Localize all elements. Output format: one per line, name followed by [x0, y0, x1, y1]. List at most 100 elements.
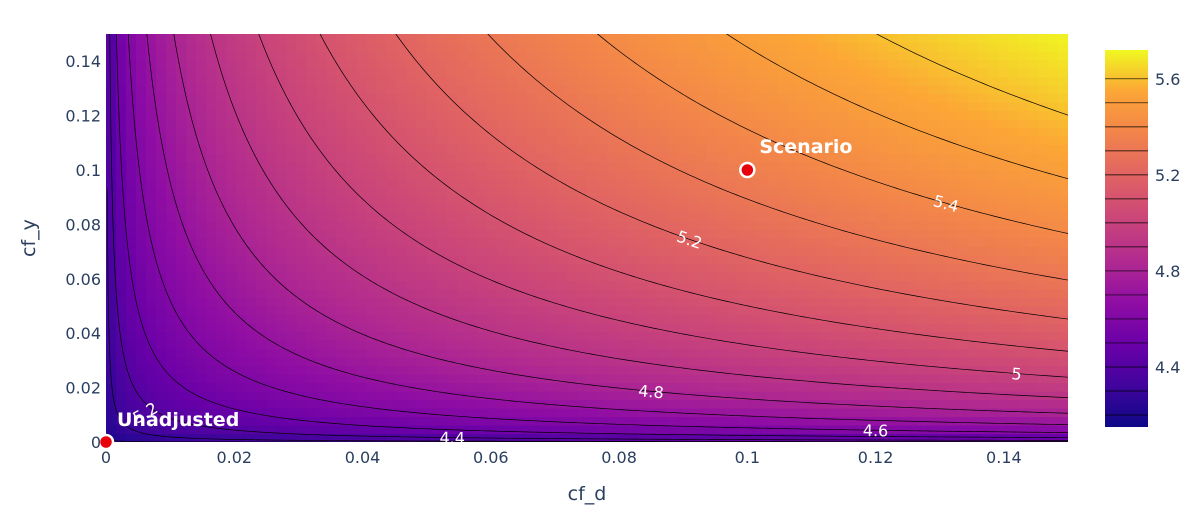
heat-cell — [356, 187, 368, 197]
heat-cell — [306, 127, 318, 137]
heat-cell — [486, 374, 498, 384]
heat-cell — [226, 161, 237, 171]
heat-cell — [707, 68, 718, 78]
heat-cell — [737, 42, 748, 52]
heat-cell — [1047, 119, 1059, 129]
heat-cell — [1027, 331, 1039, 341]
heat-cell — [647, 382, 658, 392]
heat-cell — [637, 289, 648, 299]
heat-cell — [456, 153, 468, 163]
heat-cell — [787, 229, 799, 239]
heat-cell — [386, 93, 398, 103]
heat-cell — [416, 229, 428, 239]
heat-cell — [877, 229, 889, 239]
heat-cell — [977, 255, 989, 265]
heat-cell — [516, 408, 528, 418]
heat-cell — [797, 382, 809, 392]
heat-cell — [697, 306, 708, 316]
heat-cell — [657, 408, 668, 418]
heat-cell — [566, 42, 578, 52]
heat-cell — [627, 280, 638, 290]
heat-cell — [867, 374, 879, 384]
heat-cell — [256, 187, 267, 197]
heat-cell — [877, 119, 889, 129]
heat-cell — [556, 382, 568, 392]
heat-cell — [1017, 314, 1029, 324]
heat-cell — [687, 144, 698, 154]
heat-cell — [156, 289, 167, 299]
heat-cell — [667, 399, 678, 409]
heat-cell — [617, 340, 628, 350]
heat-cell — [446, 348, 458, 358]
heat-cell — [617, 289, 628, 299]
heat-cell — [526, 34, 538, 44]
heat-cell — [847, 365, 859, 375]
heat-cell — [116, 34, 127, 44]
heat-cell — [196, 348, 207, 358]
heat-cell — [146, 306, 157, 316]
heat-cell — [166, 272, 177, 282]
heat-cell — [757, 416, 768, 426]
heat-cell — [637, 399, 648, 409]
heat-cell — [697, 229, 708, 239]
heat-cell — [1057, 136, 1068, 146]
heat-cell — [516, 433, 528, 442]
heat-cell — [597, 416, 608, 426]
heat-cell — [777, 272, 789, 282]
heat-cell — [516, 204, 528, 214]
heat-cell — [266, 127, 277, 137]
heat-cell — [927, 127, 939, 137]
heat-cell — [797, 136, 809, 146]
heat-cell — [667, 331, 678, 341]
heat-cell — [847, 110, 859, 120]
heat-cell — [336, 161, 348, 171]
heat-cell — [787, 204, 799, 214]
heat-cell — [837, 399, 849, 409]
heat-cell — [266, 297, 277, 307]
heat-cell — [156, 314, 167, 324]
heat-cell — [346, 306, 358, 316]
heat-cell — [737, 187, 748, 197]
heat-cell — [386, 68, 398, 78]
heat-cell — [126, 195, 137, 205]
heat-cell — [416, 365, 428, 375]
heat-cell — [366, 170, 378, 180]
heat-cell — [426, 68, 438, 78]
heat-cell — [106, 399, 117, 409]
heat-cell — [546, 51, 558, 61]
heat-cell — [536, 229, 548, 239]
heat-cell — [1047, 153, 1059, 163]
heat-cell — [286, 229, 297, 239]
heat-cell — [847, 76, 859, 86]
heat-cell — [797, 102, 809, 112]
heat-cell — [286, 153, 297, 163]
heat-cell — [617, 161, 628, 171]
heat-cell — [927, 314, 939, 324]
heat-cell — [236, 238, 247, 248]
heat-cell — [416, 391, 428, 401]
heat-cell — [607, 323, 618, 333]
heat-cell — [667, 340, 678, 350]
heat-cell — [186, 187, 197, 197]
heat-cell — [1037, 374, 1049, 384]
heat-cell — [777, 144, 789, 154]
heat-cell — [276, 246, 287, 256]
heat-cell — [817, 221, 829, 231]
heat-cell — [677, 255, 688, 265]
heat-cell — [506, 306, 518, 316]
heat-cell — [326, 136, 338, 146]
heat-cell — [1037, 348, 1049, 358]
heat-cell — [1017, 51, 1029, 61]
heat-cell — [556, 408, 568, 418]
heat-cell — [647, 212, 658, 222]
heat-cell — [817, 212, 829, 222]
heat-cell — [426, 85, 438, 95]
heat-cell — [236, 408, 247, 418]
heat-cell — [256, 153, 267, 163]
heat-cell — [186, 119, 197, 129]
heat-cell — [1017, 433, 1029, 442]
heat-cell — [1007, 365, 1019, 375]
heat-cell — [907, 382, 919, 392]
heat-cell — [687, 153, 698, 163]
heat-cell — [226, 170, 237, 180]
